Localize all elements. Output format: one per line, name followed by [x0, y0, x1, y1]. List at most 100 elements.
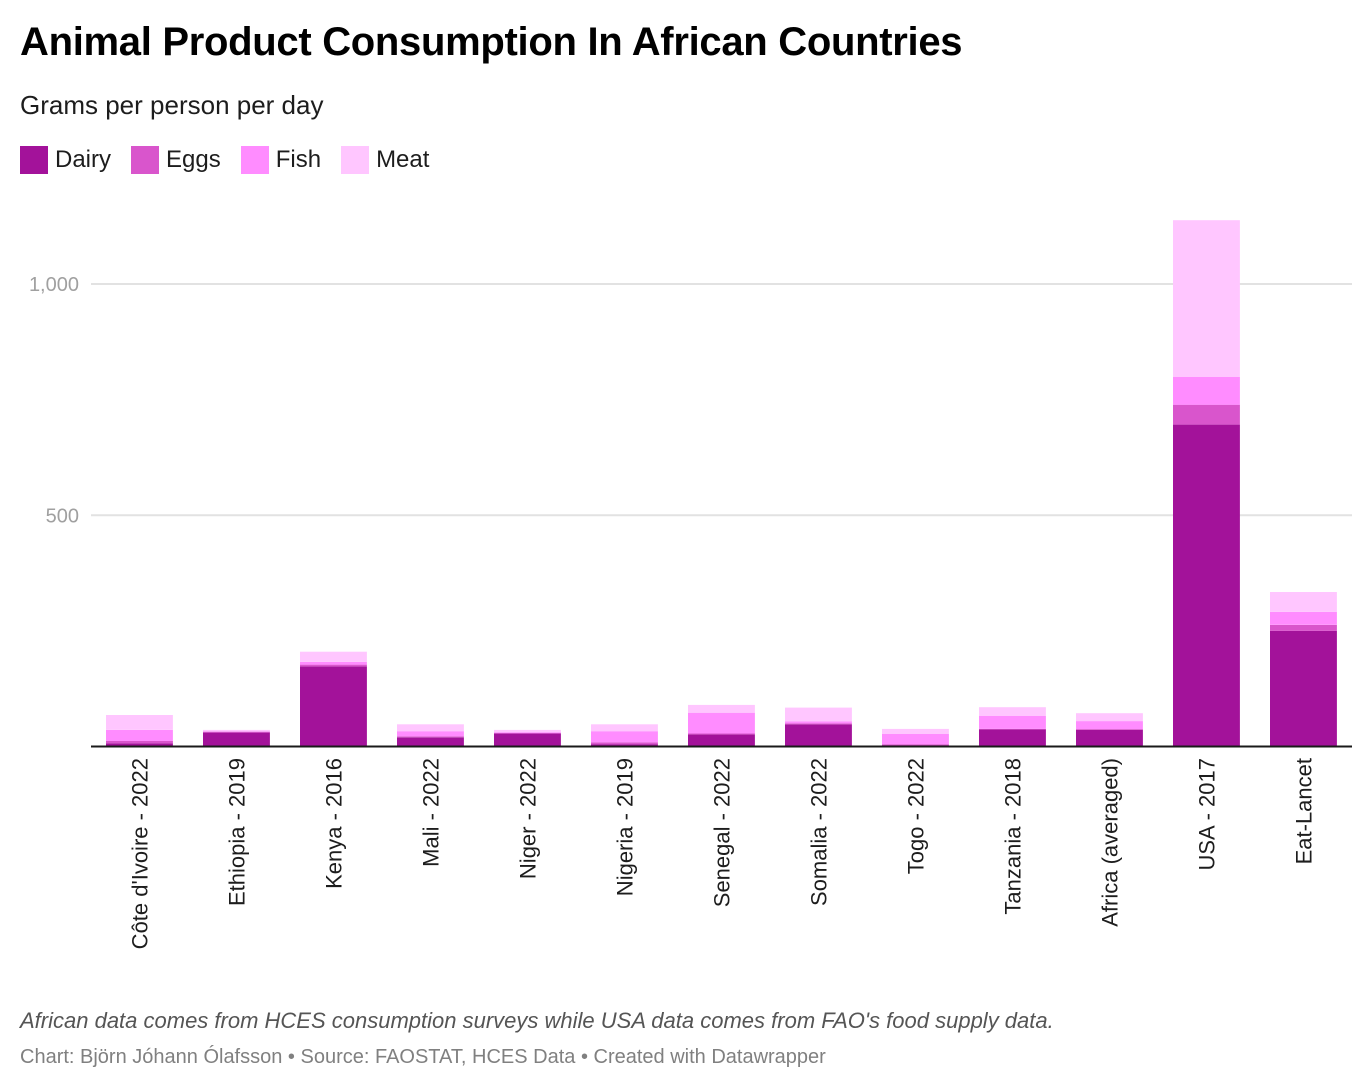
bar-segment-eggs: [494, 733, 561, 734]
bar-stack: [688, 704, 755, 747]
bar-segment-fish: [688, 712, 755, 734]
legend-item-eggs: Eggs: [131, 146, 221, 174]
bar-segment-eggs: [1076, 728, 1143, 730]
bar-segment-eggs: [882, 744, 949, 746]
bar-segment-dairy: [1173, 424, 1240, 747]
bar-segment-dairy: [979, 729, 1046, 747]
x-tick-label: Côte d'Ivoire - 2022: [128, 758, 153, 949]
legend-swatch-meat: [341, 146, 370, 174]
legend-swatch-fish: [240, 146, 269, 174]
bar-segment-meat: [397, 724, 464, 732]
bar-segment-fish: [1270, 611, 1337, 625]
bar-segment-dairy: [494, 733, 561, 747]
legend-item-dairy: Dairy: [20, 146, 111, 174]
chart-credit: Chart: Björn Jóhann Ólafsson • Source: F…: [20, 1046, 826, 1068]
bar-segment-fish: [397, 731, 464, 737]
bar-segment-dairy: [300, 666, 367, 747]
bar-stack: [979, 707, 1046, 747]
bar-segment-meat: [882, 728, 949, 734]
x-tick-label: Mali - 2022: [419, 758, 444, 867]
bar-stack: [300, 651, 367, 747]
bar-segment-fish: [979, 716, 1046, 729]
bar-segment-dairy: [397, 737, 464, 747]
bar-segment-dairy: [785, 724, 852, 747]
bar-stack: [397, 724, 464, 747]
y-tick-label: 1,000: [29, 274, 79, 296]
bar-stack: [1270, 592, 1337, 747]
bar-segment-dairy: [688, 734, 755, 747]
bar-segment-meat: [979, 707, 1046, 716]
bar-segment-meat: [1270, 592, 1337, 612]
bar-segment-dairy: [1270, 630, 1337, 747]
bar-segment-dairy: [591, 744, 658, 747]
bar-stack: [785, 707, 852, 747]
legend-swatch-eggs: [131, 146, 160, 174]
bar-stack: [106, 715, 173, 747]
bar-segment-eggs: [300, 664, 367, 667]
bar-segment-meat: [1173, 220, 1240, 377]
bar-stack: [882, 728, 949, 747]
legend-item-fish: Fish: [240, 146, 322, 174]
bars: [106, 220, 1337, 747]
bar-segment-dairy: [1076, 729, 1143, 747]
bar-segment-eggs: [688, 733, 755, 735]
stacked-bar-chart: 500 1,000 Côte d'Ivoire - 2022 Ethiopia - …: [29, 220, 1352, 949]
bar-segment-dairy: [106, 743, 173, 747]
bar-segment-eggs: [979, 728, 1046, 730]
x-tick-label: Tanzania - 2018: [1001, 758, 1026, 915]
bar-segment-eggs: [1173, 404, 1240, 425]
bar-segment-meat: [106, 715, 173, 730]
bar-stack: [203, 729, 270, 747]
bar-segment-meat: [688, 704, 755, 713]
bar-segment-eggs: [203, 731, 270, 733]
bar-segment-fish: [1076, 721, 1143, 729]
legend-label-meat: Meat: [376, 146, 430, 173]
bar-segment-fish: [785, 721, 852, 724]
bar-segment-meat: [591, 724, 658, 732]
x-tick-label: Eat-Lancet: [1292, 758, 1317, 864]
bar-segment-fish: [106, 729, 173, 741]
bar-segment-fish: [300, 661, 367, 665]
bar-segment-meat: [494, 729, 561, 733]
bar-segment-eggs: [591, 742, 658, 745]
bar-segment-meat: [300, 651, 367, 662]
bar-segment-fish: [203, 731, 270, 732]
bar-segment-meat: [1076, 713, 1143, 722]
bar-segment-eggs: [1270, 624, 1337, 631]
x-tick-label: USA - 2017: [1195, 758, 1220, 871]
bar-stack: [1076, 713, 1143, 747]
x-tick-label: Kenya - 2016: [322, 758, 347, 889]
x-tick-label: Niger - 2022: [516, 758, 541, 879]
bar-segment-dairy: [203, 732, 270, 747]
bar-segment-meat: [785, 707, 852, 722]
chart-title: Animal Product Consumption In African Co…: [20, 20, 963, 64]
bar-segment-fish: [882, 734, 949, 745]
chart-subtitle: Grams per person per day: [20, 90, 324, 120]
legend: Dairy Eggs Fish Meat: [20, 146, 449, 174]
bar-stack: [494, 729, 561, 747]
x-tick-label: Togo - 2022: [904, 758, 929, 874]
bar-segment-meat: [203, 729, 270, 732]
legend-item-meat: Meat: [341, 146, 429, 174]
legend-label-eggs: Eggs: [166, 146, 221, 173]
bar-segment-eggs: [397, 736, 464, 738]
bar-stack: [1173, 220, 1240, 747]
bar-stack: [591, 724, 658, 747]
chart-notes: African data comes from HCES consumption…: [20, 1008, 1054, 1033]
legend-label-dairy: Dairy: [55, 146, 112, 173]
bar-segment-fish: [1173, 377, 1240, 405]
bar-segment-fish: [494, 732, 561, 734]
x-tick-label: Ethiopia - 2019: [225, 758, 250, 906]
x-tick-label: Nigeria - 2019: [613, 758, 638, 896]
bar-segment-eggs: [106, 741, 173, 744]
bar-segment-fish: [591, 731, 658, 743]
x-tick-label: Africa (averaged): [1098, 758, 1123, 927]
bar-segment-eggs: [785, 723, 852, 725]
x-tick-labels: Côte d'Ivoire - 2022 Ethiopia - 2019 Kenya…: [128, 758, 1317, 949]
gridlines: 500 1,000: [29, 274, 1352, 527]
y-tick-label: 500: [46, 505, 79, 527]
legend-label-fish: Fish: [275, 146, 322, 173]
x-tick-label: Senegal - 2022: [710, 758, 735, 907]
legend-swatch-dairy: [20, 146, 48, 174]
x-tick-label: Somalia - 2022: [807, 758, 832, 906]
